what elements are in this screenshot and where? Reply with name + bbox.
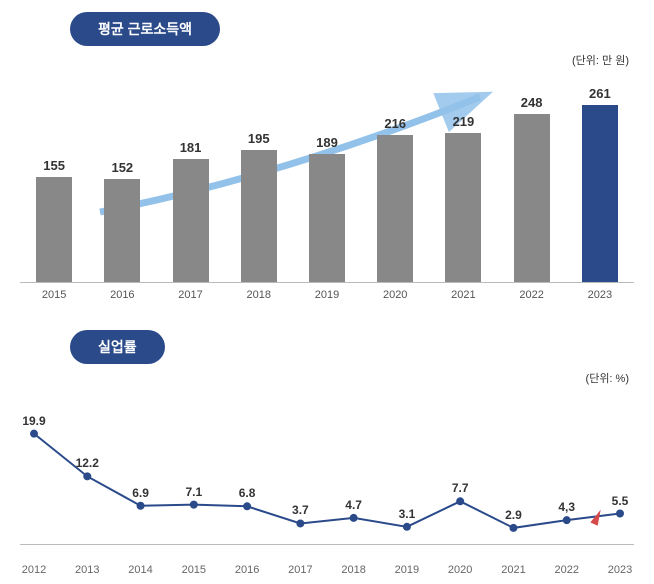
line-value-label: 19.9	[22, 414, 45, 428]
bar-chart-area: 155152181195189216219248261 201520162017…	[20, 92, 634, 301]
line-path	[34, 434, 620, 528]
chart2-title-pill: 실업률	[70, 330, 165, 364]
line-value-label: 12.2	[76, 456, 99, 470]
bar-x-label: 2017	[156, 283, 224, 301]
line-marker	[137, 502, 145, 510]
bar-col: 195	[225, 131, 293, 282]
bar-col: 261	[566, 86, 634, 282]
bar-value-label: 219	[453, 114, 475, 129]
bar-col: 152	[88, 160, 156, 282]
line-value-label: 3.7	[292, 503, 309, 517]
bar-col: 181	[156, 140, 224, 282]
bar-value-label: 152	[111, 160, 133, 175]
chart2-unit: (단위: %)	[586, 370, 629, 386]
bars-row: 155152181195189216219248261	[20, 92, 634, 282]
line-value-label: 4.7	[345, 498, 362, 512]
bar-col: 189	[293, 135, 361, 282]
bar-x-label: 2021	[429, 283, 497, 301]
bar-x-label: 2022	[498, 283, 566, 301]
line-value-label: 2.9	[505, 508, 522, 522]
bar-rect	[241, 150, 277, 282]
bar-rect	[582, 105, 618, 282]
bar-value-label: 248	[521, 95, 543, 110]
bar-rect	[309, 154, 345, 282]
bar-x-label: 2023	[566, 283, 634, 301]
bar-value-label: 181	[180, 140, 202, 155]
bar-rect	[173, 159, 209, 282]
line-marker	[190, 501, 198, 509]
chart2-title: 실업률	[98, 339, 137, 355]
bar-x-label: 2020	[361, 283, 429, 301]
line-value-label: 3.1	[399, 507, 416, 521]
bar-rect	[377, 135, 413, 282]
line-value-label: 6.9	[132, 486, 149, 500]
line-value-label: 7.1	[185, 485, 202, 499]
line-value-label: 4,3	[558, 500, 575, 514]
bar-x-label: 2016	[88, 283, 156, 301]
line-marker	[83, 472, 91, 480]
line-x-label: 2016	[235, 564, 259, 576]
bar-col: 155	[20, 158, 88, 282]
line-value-label: 6.8	[239, 486, 256, 500]
line-x-label: 2013	[75, 564, 99, 576]
line-x-label: 2020	[448, 564, 472, 576]
line-value-label: 5.5	[612, 494, 629, 508]
line-marker	[30, 430, 38, 438]
line-marker	[563, 516, 571, 524]
bar-col: 216	[361, 116, 429, 282]
bar-value-label: 216	[384, 116, 406, 131]
bar-x-label: 2018	[225, 283, 293, 301]
bar-rect	[104, 179, 140, 282]
line-x-label: 2017	[288, 564, 312, 576]
line-value-label: 7.7	[452, 481, 469, 495]
line-x-label: 2023	[608, 564, 632, 576]
chart1-unit: (단위: 만 원)	[572, 52, 629, 68]
bar-x-label: 2019	[293, 283, 361, 301]
line-x-label: 2012	[22, 564, 46, 576]
bar-col: 248	[498, 95, 566, 282]
line-x-label: 2021	[501, 564, 525, 576]
line-x-label: 2019	[395, 564, 419, 576]
line-marker	[296, 519, 304, 527]
bar-x-axis: 201520162017201820192020202120222023	[20, 282, 634, 301]
bar-value-label: 195	[248, 131, 270, 146]
line-chart-area: 19.9 2012 12.2 2013 6.9 2014 7.1 2015 6.8 2016 3.7…	[20, 414, 634, 584]
bar-rect	[36, 177, 72, 282]
line-baseline	[20, 544, 634, 545]
line-x-label: 2018	[341, 564, 365, 576]
line-x-label: 2014	[128, 564, 152, 576]
bar-value-label: 189	[316, 135, 338, 150]
line-marker	[403, 523, 411, 531]
line-marker	[350, 514, 358, 522]
bar-value-label: 261	[589, 86, 611, 101]
bar-rect	[445, 133, 481, 282]
line-marker	[243, 502, 251, 510]
chart1-title: 평균 근로소득액	[98, 21, 192, 37]
chart-avg-income: 평균 근로소득액 (단위: 만 원) 155 152 181 195 189 216 219…	[20, 12, 634, 301]
bar-rect	[514, 114, 550, 282]
line-marker	[456, 497, 464, 505]
bar-col: 219	[429, 114, 497, 282]
bar-x-label: 2015	[20, 283, 88, 301]
line-x-label: 2022	[554, 564, 578, 576]
bar-value-label: 155	[43, 158, 65, 173]
line-marker	[616, 510, 624, 518]
chart1-title-pill: 평균 근로소득액	[70, 12, 220, 46]
line-svg	[20, 414, 634, 554]
chart-unemployment: 실업률 (단위: %) 19.9 2012 12.2 2013 6.9 2014 7.1 20…	[20, 330, 634, 584]
line-marker	[509, 524, 517, 532]
line-x-label: 2015	[182, 564, 206, 576]
